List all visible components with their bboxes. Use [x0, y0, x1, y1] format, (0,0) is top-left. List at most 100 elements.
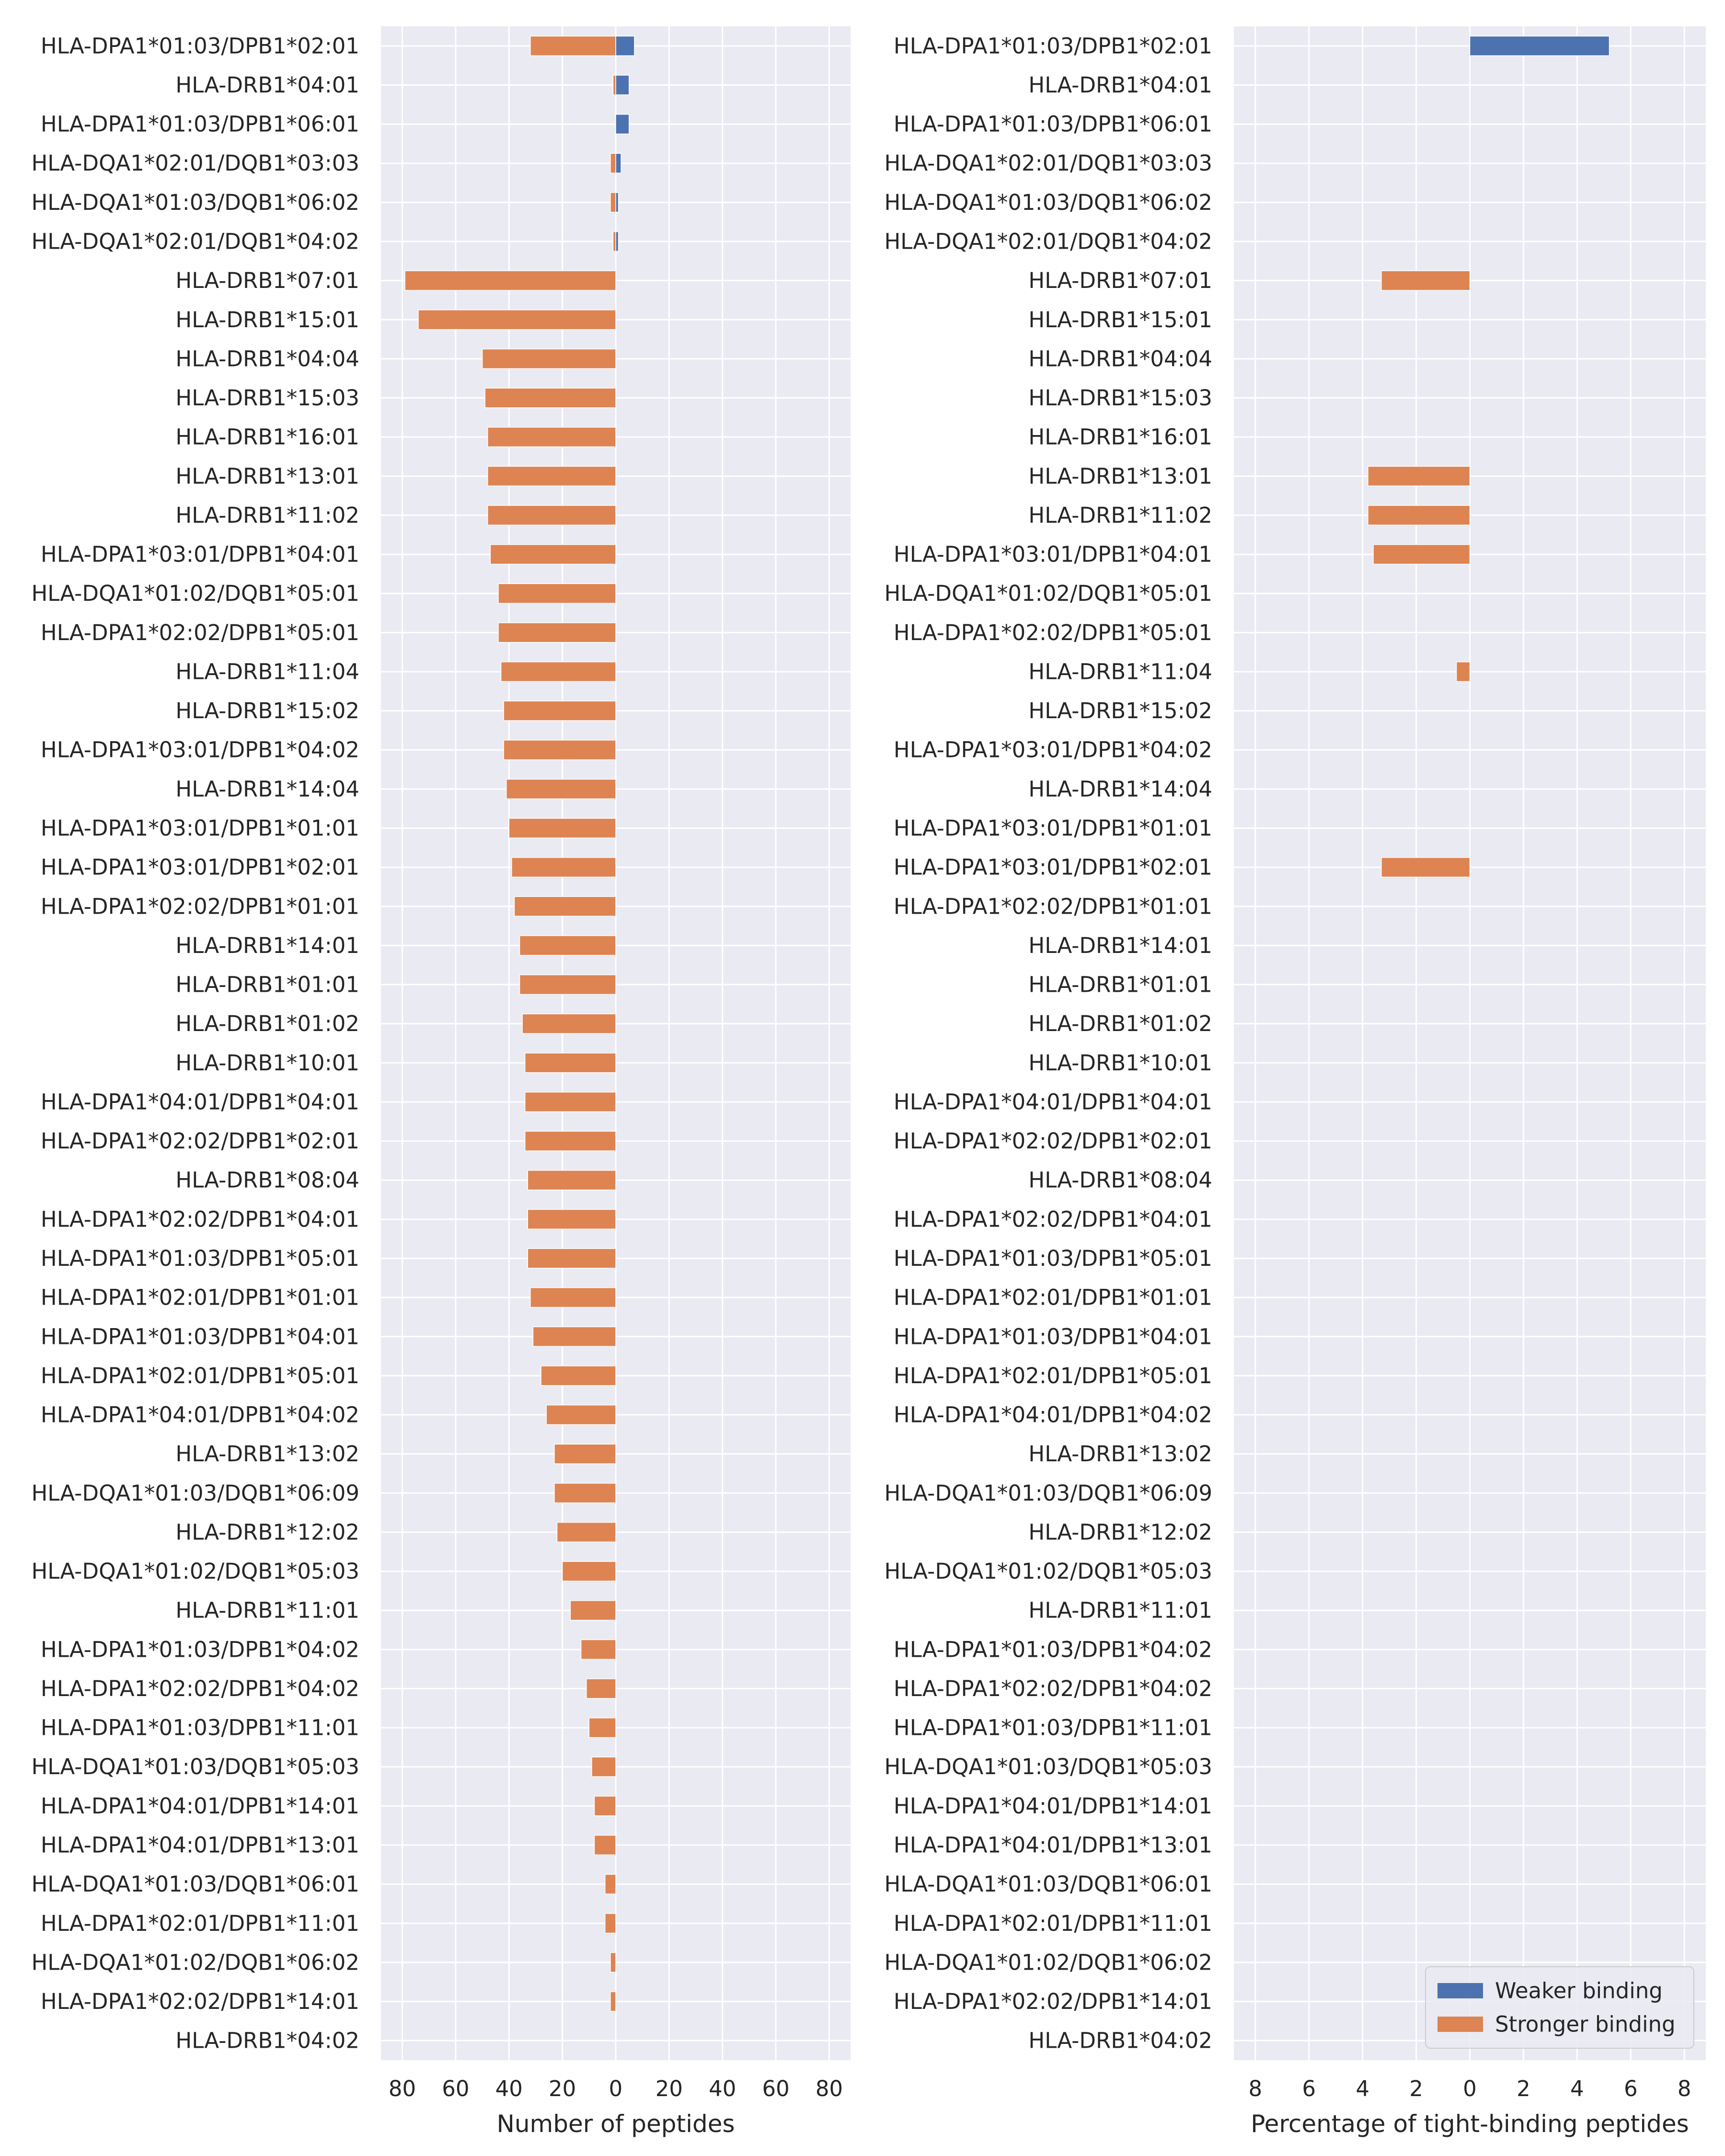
x-tick-label: 60 [442, 2076, 469, 2101]
y-tick-label: HLA-DPA1*03:01/DPB1*01:01 [41, 815, 359, 841]
stronger-binding-bar [418, 310, 616, 330]
stronger-binding-bar [527, 1248, 616, 1269]
stronger-binding-bar [554, 1444, 616, 1464]
y-tick-label: HLA-DPA1*03:01/DPB1*04:01 [41, 542, 359, 567]
legend: Weaker binding Stronger binding [1425, 1966, 1694, 2049]
x-tick-label: 80 [816, 2076, 843, 2101]
y-tick-label: HLA-DPA1*04:01/DPB1*04:02 [894, 1402, 1212, 1428]
y-tick-label: HLA-DQA1*02:01/DQB1*03:03 [884, 150, 1212, 176]
y-tick-label: HLA-DPA1*01:03/DPB1*06:01 [894, 112, 1212, 137]
y-tick-label: HLA-DPA1*04:01/DPB1*14:01 [894, 1793, 1212, 1819]
peptide-count-chart: HLA-DPA1*01:03/DPB1*02:01 HLA-DRB1*04:01 H… [31, 26, 851, 2138]
x-tick-label: 4 [1356, 2076, 1369, 2101]
legend-label: Stronger binding [1495, 2012, 1676, 2037]
x-tick-label: 20 [549, 2076, 576, 2101]
x-tick-label: 6 [1624, 2076, 1638, 2101]
stronger-binding-bar [524, 1053, 616, 1073]
x-tick-label: 8 [1678, 2076, 1691, 2101]
stronger-binding-bar [490, 544, 616, 565]
y-tick-label: HLA-DPA1*01:03/DPB1*04:01 [894, 1324, 1212, 1349]
y-tick-label: HLA-DPA1*03:01/DPB1*04:01 [894, 542, 1212, 567]
stronger-binding-bar [519, 935, 616, 956]
stronger-binding-bar [540, 1365, 616, 1386]
x-tick-label: 0 [1463, 2076, 1477, 2101]
x-tick-label: 40 [495, 2076, 523, 2101]
weaker-binding-bar [615, 153, 621, 173]
stronger-binding-bar [404, 270, 616, 291]
y-tick-label: HLA-DPA1*01:03/DPB1*11:01 [894, 1715, 1212, 1741]
y-tick-label: HLA-DRB1*13:02 [175, 1441, 359, 1467]
stronger-binding-bar [612, 231, 616, 252]
y-tick-label: HLA-DPA1*02:02/DPB1*04:01 [41, 1206, 359, 1232]
y-tick-label: HLA-DPA1*03:01/DPB1*04:02 [894, 737, 1212, 763]
stronger-binding-bar [530, 1287, 616, 1308]
stronger-binding-bar [500, 661, 616, 682]
weaker-binding-bar [615, 192, 619, 213]
y-tick-label: HLA-DPA1*01:03/DPB1*05:01 [41, 1246, 359, 1271]
y-tick-label: HLA-DPA1*04:01/DPB1*04:02 [41, 1402, 359, 1428]
y-tick-label: HLA-DQA1*01:03/DQB1*05:03 [31, 1754, 359, 1779]
y-tick-label: HLA-DRB1*04:01 [175, 72, 359, 98]
y-tick-label: HLA-DRB1*15:01 [1028, 307, 1212, 333]
y-tick-label: HLA-DRB1*01:01 [175, 972, 359, 998]
y-tick-label: HLA-DPA1*02:02/DPB1*14:01 [894, 1989, 1212, 2014]
stronger-binding-bar [487, 427, 616, 447]
stronger-binding-bar [527, 1209, 616, 1230]
weaker-binding-bar [615, 75, 630, 95]
stronger-binding-bar [503, 700, 616, 721]
y-tick-label: HLA-DQA1*02:01/DQB1*03:03 [31, 150, 359, 176]
x-tick-label: 0 [609, 2076, 623, 2101]
weaker-binding-bar [615, 231, 619, 252]
stronger-binding-bar [484, 388, 616, 408]
y-tick-label: HLA-DRB1*08:04 [1028, 1168, 1212, 1193]
x-tick-label: 4 [1570, 2076, 1584, 2101]
y-tick-label: HLA-DRB1*04:02 [175, 2028, 359, 2053]
stronger-binding-bar [503, 740, 616, 760]
stronger-binding-bar [487, 505, 616, 526]
legend-box [1425, 1966, 1694, 2049]
stronger-binding-bar [1373, 544, 1471, 565]
y-tick-label: HLA-DQA1*01:02/DQB1*06:02 [884, 1950, 1212, 1975]
y-tick-label: HLA-DRB1*08:04 [175, 1168, 359, 1193]
stronger-binding-bar [554, 1483, 616, 1503]
weaker-binding-bar [615, 114, 630, 135]
y-tick-label: HLA-DPA1*04:01/DPB1*13:01 [41, 1833, 359, 1858]
stronger-binding-bar [1456, 661, 1471, 682]
y-tick-label: HLA-DPA1*03:01/DPB1*01:01 [894, 815, 1212, 841]
y-tick-label: HLA-DPA1*02:02/DPB1*02:01 [41, 1128, 359, 1154]
stronger-binding-bar [524, 1131, 616, 1151]
stronger-binding-bar [612, 75, 616, 95]
y-tick-label: HLA-DPA1*02:02/DPB1*01:01 [894, 894, 1212, 919]
y-tick-label: HLA-DRB1*15:02 [1028, 698, 1212, 723]
y-tick-label: HLA-DRB1*04:02 [1028, 2028, 1212, 2053]
y-tick-label: HLA-DQA1*01:03/DQB1*06:02 [31, 190, 359, 215]
stronger-binding-bar [1381, 857, 1471, 878]
legend-label: Weaker binding [1495, 1978, 1663, 2004]
stronger-binding-bar [519, 974, 616, 995]
stronger-binding-bar [1368, 466, 1471, 486]
stronger-binding-bar [1381, 270, 1471, 291]
stronger-binding-bar [511, 857, 616, 878]
y-tick-label: HLA-DRB1*01:02 [1028, 1011, 1212, 1036]
stronger-binding-bar [594, 1796, 616, 1816]
y-tick-label: HLA-DRB1*14:01 [1028, 933, 1212, 958]
y-tick-label: HLA-DRB1*11:02 [1028, 503, 1212, 528]
y-tick-label: HLA-DRB1*10:01 [1028, 1050, 1212, 1076]
x-tick-label: 20 [656, 2076, 683, 2101]
y-tick-label: HLA-DRB1*07:01 [175, 268, 359, 293]
tight-binding-percentage-chart: HLA-DPA1*01:03/DPB1*02:01 HLA-DRB1*04:01 H… [884, 26, 1706, 2138]
stronger-binding-bar [610, 192, 616, 213]
legend-swatch-weaker [1438, 1983, 1483, 1998]
y-tick-label: HLA-DQA1*01:02/DQB1*05:03 [31, 1559, 359, 1584]
y-tick-label: HLA-DRB1*11:01 [175, 1598, 359, 1623]
y-tick-label: HLA-DQA1*01:03/DQB1*06:09 [884, 1480, 1212, 1506]
y-tick-label: HLA-DPA1*01:03/DPB1*04:02 [894, 1637, 1212, 1662]
y-tick-label: HLA-DPA1*01:03/DPB1*04:01 [41, 1324, 359, 1349]
y-tick-label: HLA-DPA1*04:01/DPB1*13:01 [894, 1833, 1212, 1858]
y-tick-label: HLA-DPA1*02:01/DPB1*05:01 [41, 1363, 359, 1388]
y-tick-label: HLA-DPA1*02:01/DPB1*01:01 [41, 1285, 359, 1310]
y-tick-label: HLA-DPA1*01:03/DPB1*06:01 [41, 112, 359, 137]
y-tick-label: HLA-DQA1*01:02/DQB1*05:01 [31, 581, 359, 606]
y-tick-label: HLA-DQA1*01:02/DQB1*05:01 [884, 581, 1212, 606]
